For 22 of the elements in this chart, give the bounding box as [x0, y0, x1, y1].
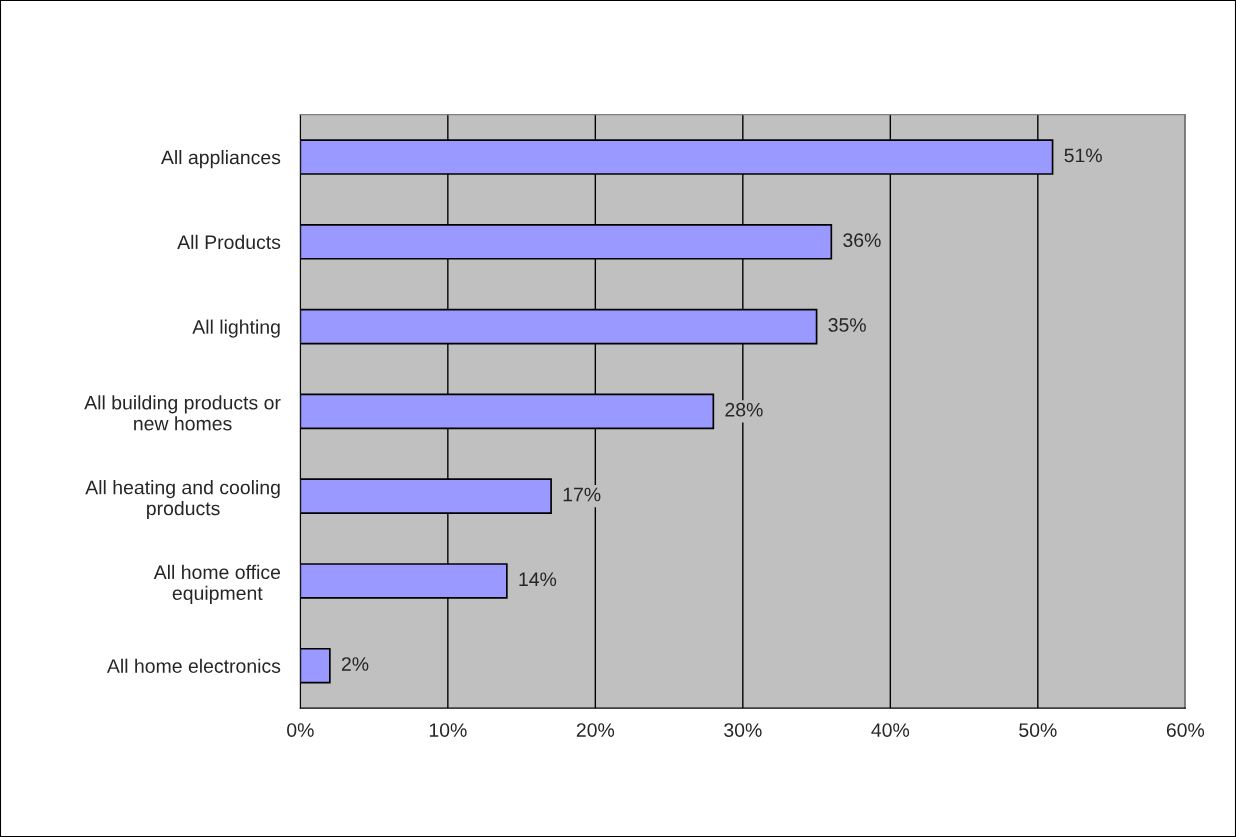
x-tick-label: 10% [429, 723, 467, 737]
x-tick-label: 30% [724, 723, 762, 737]
x-tick-label: 60% [1166, 723, 1205, 737]
bar [300, 647, 331, 684]
y-tick-label: All Products [177, 234, 281, 250]
data-label: 2% [341, 657, 369, 671]
y-tick-label: All building products or new homes [84, 395, 281, 431]
data-label: 35% [828, 318, 866, 332]
data-label: 14% [519, 572, 557, 587]
y-tick-label: All lighting [192, 319, 280, 338]
x-tick-label: 50% [1019, 723, 1057, 737]
data-label: 28% [725, 402, 763, 417]
y-tick-label: All home office equipment [153, 564, 281, 604]
x-tick-label: 40% [871, 723, 910, 737]
x-tick-label: 20% [576, 723, 615, 737]
x-tick-label: 0% [287, 723, 314, 737]
y-tick-label: All appliances [160, 150, 281, 169]
data-label: 36% [843, 233, 881, 248]
data-label: 51% [1064, 148, 1102, 163]
y-tick-label: All heating and cooling products [85, 480, 280, 520]
data-label: 17% [563, 487, 601, 502]
y-tick-label: All home electronics [106, 658, 281, 673]
